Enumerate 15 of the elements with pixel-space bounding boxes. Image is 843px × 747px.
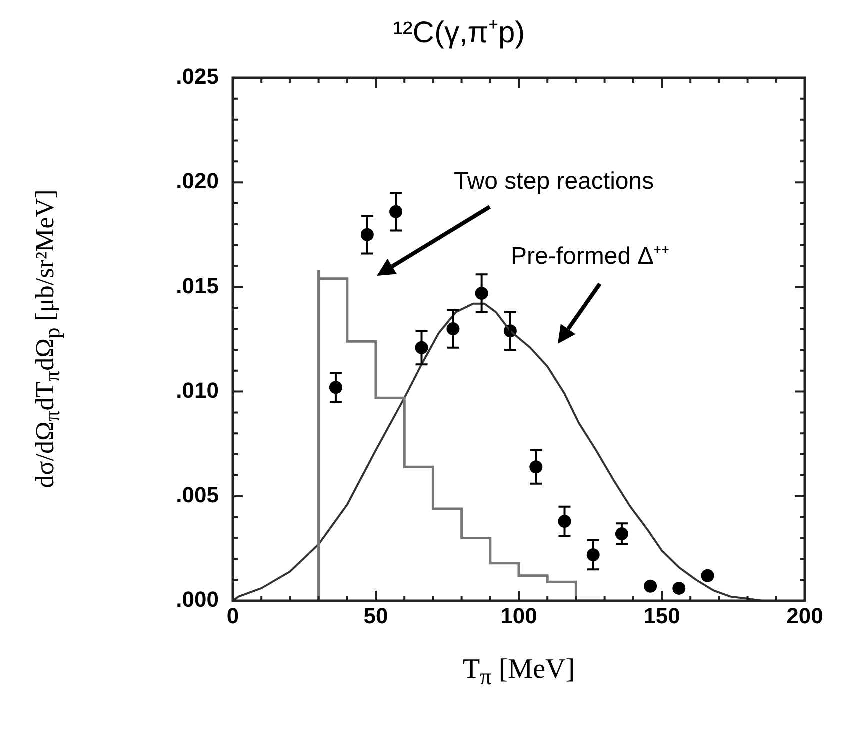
x-tick-label: 50 [364,603,388,628]
x-tick-label: 200 [786,603,824,628]
annotation: Two step reactions [454,168,654,196]
x-axis-title: T$_{π}$ [MeV] [462,654,576,692]
x-tick-label: 150 [644,603,680,628]
y-tick-label: .005 [176,482,219,508]
x-tick-label: 100 [500,603,538,628]
x-tick-label: 0 [226,603,240,628]
annotation: Pre-formed Δ⁺⁺ [511,243,670,271]
y-tick-label: .015 [176,273,219,298]
y-tick-label: .010 [176,378,219,403]
y-tick-label: .020 [176,168,219,194]
y-tick-label: .000 [176,587,219,612]
chart-title: ¹²C(γ,π⁺p) [392,16,526,50]
y-tick-label: .025 [176,64,219,90]
